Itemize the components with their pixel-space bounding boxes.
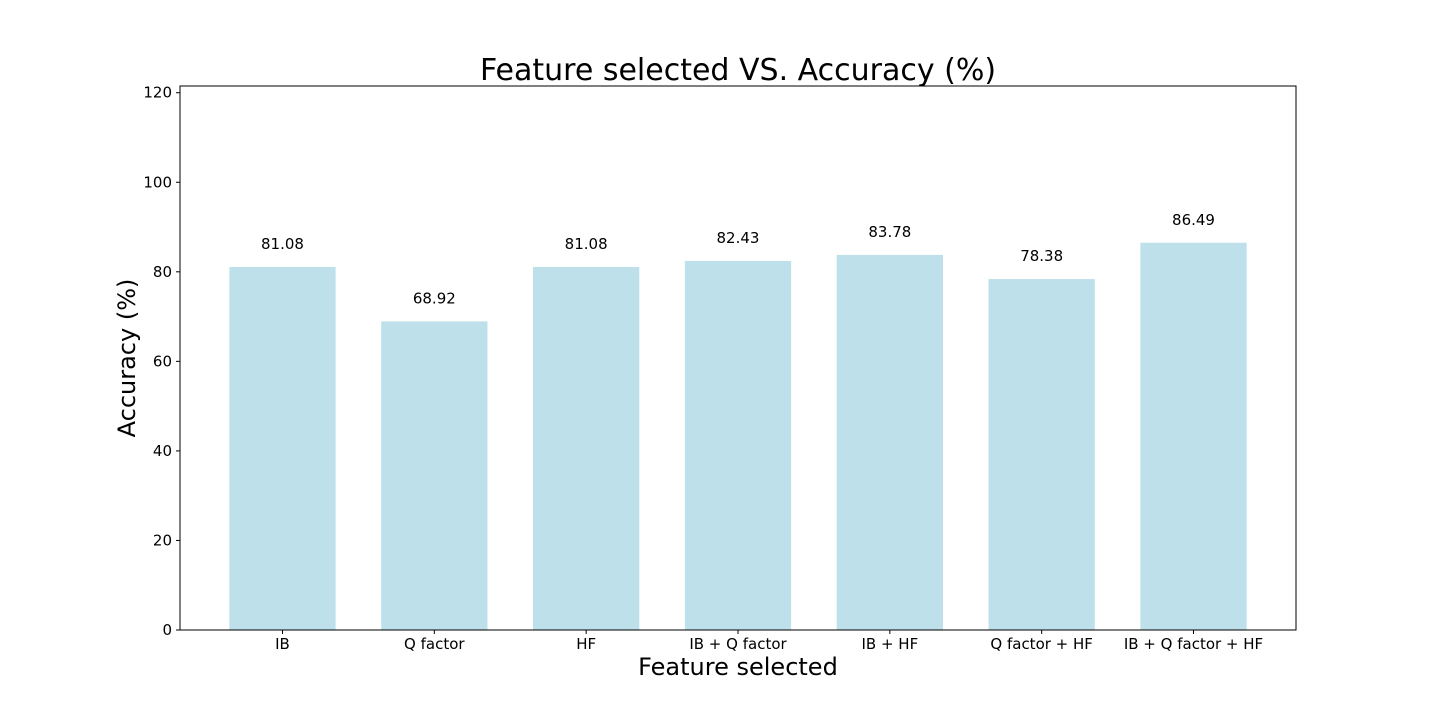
bar: [381, 321, 488, 630]
x-tick-label: Q factor + HF: [990, 635, 1093, 653]
y-tick-label: 20: [153, 531, 172, 549]
bar: [988, 279, 1095, 630]
value-labels-group: 81.08 68.92 81.08 82.43 83.78 78.38 86.49: [261, 211, 1215, 308]
x-axis-ticks: IB Q factor HF IB + Q factor IB + HF Q factor…: [275, 630, 1263, 653]
bars-group: [229, 242, 1247, 630]
y-tick-label: 120: [143, 84, 172, 102]
x-tick-label: IB + Q factor + HF: [1124, 635, 1263, 653]
y-tick-label: 40: [153, 442, 172, 460]
chart-title: Feature selected VS. Accuracy (%): [480, 53, 996, 88]
y-tick-label: 100: [143, 173, 172, 191]
x-tick-label: IB + HF: [861, 635, 918, 653]
bar: [229, 266, 336, 630]
plot-frame: [179, 85, 1297, 631]
bar-value-label: 86.49: [1172, 211, 1215, 229]
y-tick-label: 60: [153, 352, 172, 370]
bar: [836, 254, 943, 630]
bar-value-label: 82.43: [717, 229, 760, 247]
y-tick-label: 80: [153, 263, 172, 281]
x-axis-label: Feature selected: [638, 653, 838, 681]
y-tick-label: 0: [162, 621, 172, 639]
bar-value-label: 83.78: [868, 223, 911, 241]
x-tick-label: IB: [275, 635, 290, 653]
bar-value-label: 81.08: [261, 235, 304, 253]
bar-value-label: 68.92: [413, 289, 456, 307]
x-tick-label: IB + Q factor: [689, 635, 787, 653]
bar-value-label: 78.38: [1020, 247, 1063, 265]
x-tick-label: Q factor: [404, 635, 465, 653]
bar-value-label: 81.08: [565, 235, 608, 253]
bar: [533, 266, 640, 630]
y-axis-label: Accuracy (%): [113, 279, 141, 438]
bar: [1140, 242, 1247, 630]
x-tick-label: HF: [576, 635, 596, 653]
bar: [684, 260, 792, 630]
y-axis-ticks: 0 20 40 60 80 100 120: [143, 84, 180, 639]
